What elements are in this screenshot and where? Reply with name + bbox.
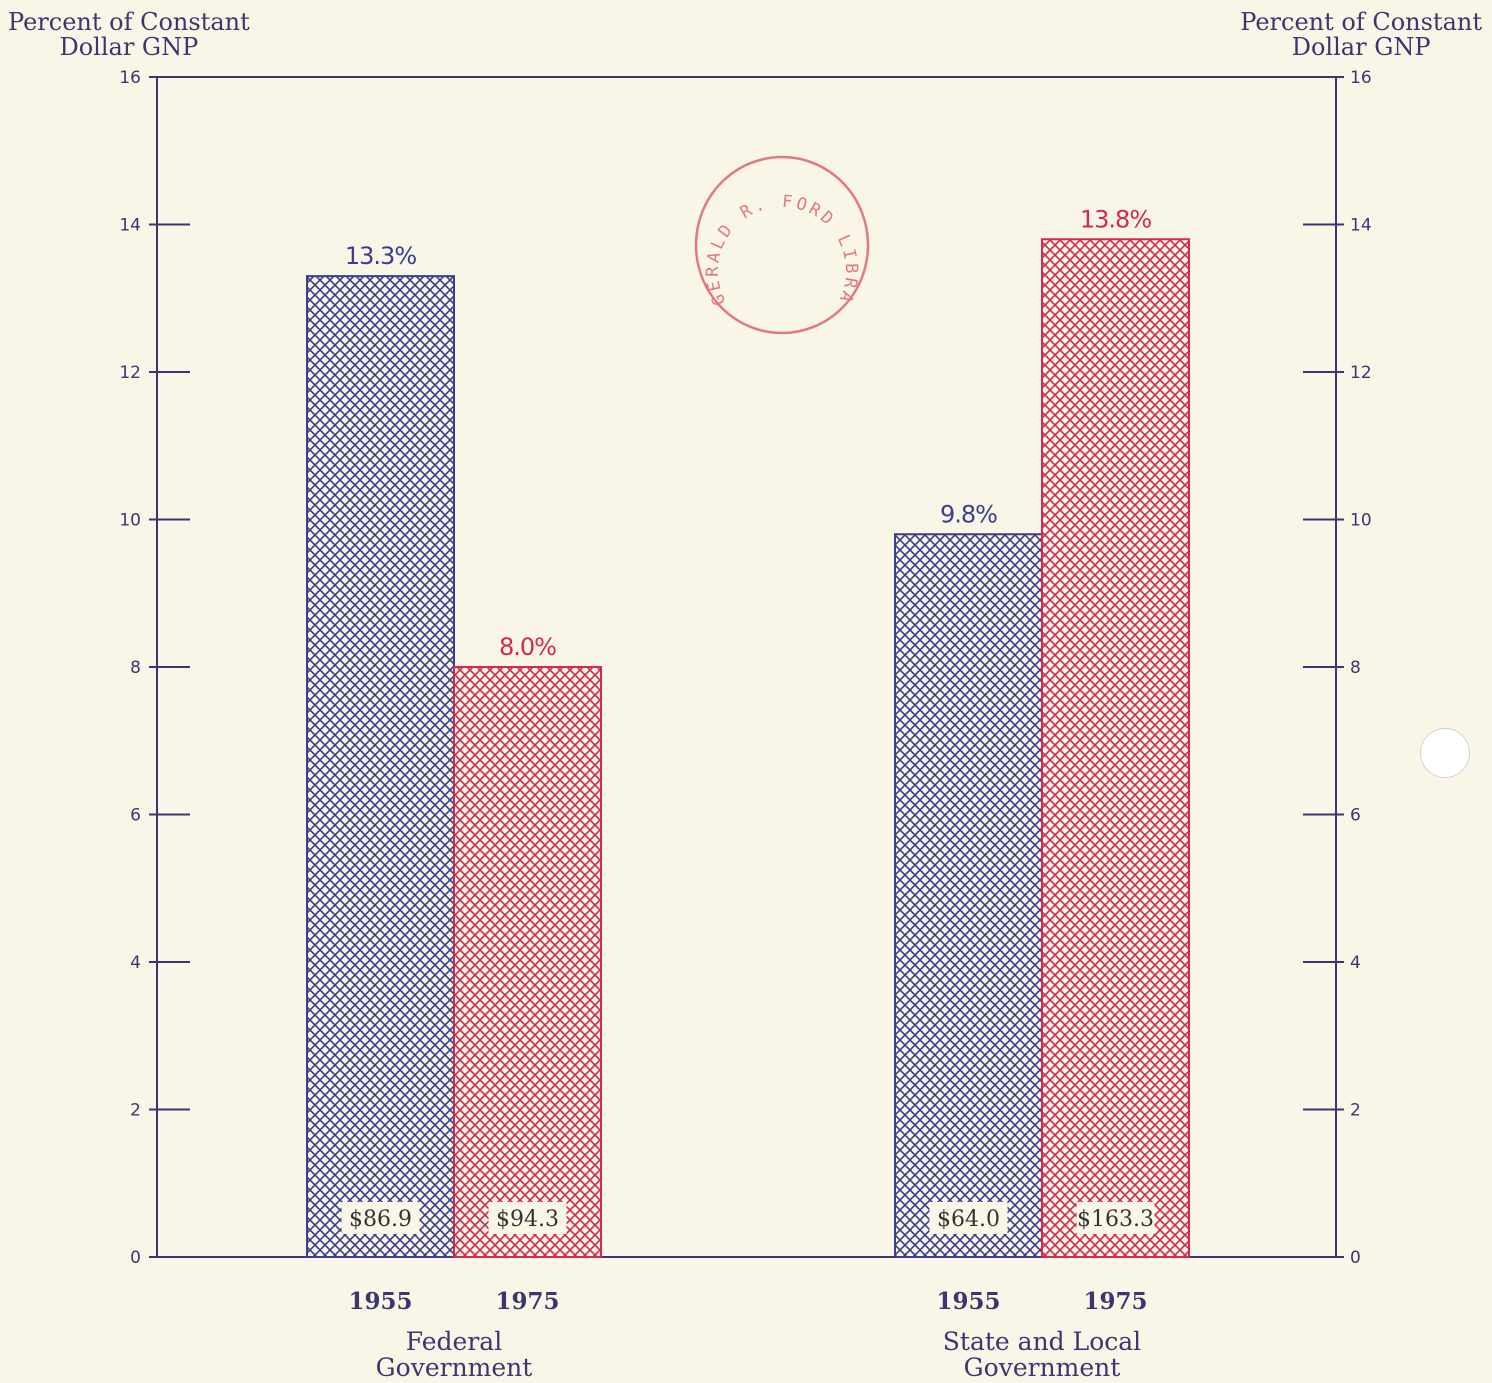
amount-box xyxy=(341,1202,420,1234)
y-tick-label-right: 14 xyxy=(1350,216,1372,236)
x-tick-label: 1955 xyxy=(936,1288,1000,1315)
x-group-label: State and Local xyxy=(943,1327,1141,1356)
bar-value-label: 13.8% xyxy=(1080,205,1151,233)
y-tick-label-right: 16 xyxy=(1350,68,1372,88)
bar-1955 xyxy=(894,533,1043,1258)
amount-box xyxy=(929,1202,1008,1234)
y-tick-label-right: 12 xyxy=(1350,363,1372,383)
amount-box xyxy=(488,1202,567,1234)
left-axis-title: Percent of Constant Dollar GNP xyxy=(8,8,250,61)
y-tick-label-left: 14 xyxy=(119,216,141,236)
bar-value-label: 8.0% xyxy=(499,633,556,661)
x-tick-label: 1975 xyxy=(1083,1288,1147,1315)
bar-value-label: 9.8% xyxy=(940,500,997,528)
amount-box xyxy=(1076,1202,1155,1234)
y-tick-label-right: 10 xyxy=(1350,511,1372,531)
x-group-label: Federal xyxy=(406,1327,502,1356)
y-tick-label-left: 6 xyxy=(130,806,141,826)
bar-amount-label: $86.9 xyxy=(349,1207,412,1232)
x-tick-label: 1975 xyxy=(495,1288,559,1315)
bar-1975 xyxy=(453,666,602,1258)
y-tick-label-right: 2 xyxy=(1350,1101,1361,1121)
y-tick-label-right: 8 xyxy=(1350,658,1361,678)
y-tick-label-left: 16 xyxy=(119,68,141,88)
y-tick-label-right: 6 xyxy=(1350,806,1361,826)
y-tick-label-left: 8 xyxy=(130,658,141,678)
y-tick-label-left: 4 xyxy=(130,953,141,973)
bar-amount-label: $64.0 xyxy=(937,1207,1000,1232)
y-tick-label-left: 10 xyxy=(119,511,141,531)
y-tick-label-left: 0 xyxy=(130,1248,141,1268)
bar-value-label: 13.3% xyxy=(345,242,416,270)
bar-1955 xyxy=(306,275,455,1258)
x-group-label: Government xyxy=(964,1353,1121,1382)
bar-1975 xyxy=(1041,238,1190,1258)
right-axis-title: Percent of Constant Dollar GNP xyxy=(1240,8,1482,61)
bar-amount-label: $94.3 xyxy=(496,1207,559,1232)
library-stamp: GERALD R. FORD LIBRARY xyxy=(690,152,870,335)
y-tick-label-right: 0 xyxy=(1350,1248,1361,1268)
x-tick-label: 1955 xyxy=(348,1288,412,1315)
y-tick-label-left: 2 xyxy=(130,1101,141,1121)
x-group-label: Government xyxy=(376,1353,533,1382)
bar-amount-label: $163.3 xyxy=(1077,1207,1154,1232)
y-tick-label-left: 12 xyxy=(119,363,141,383)
punch-hole xyxy=(1420,728,1470,778)
y-tick-label-right: 4 xyxy=(1350,953,1361,973)
